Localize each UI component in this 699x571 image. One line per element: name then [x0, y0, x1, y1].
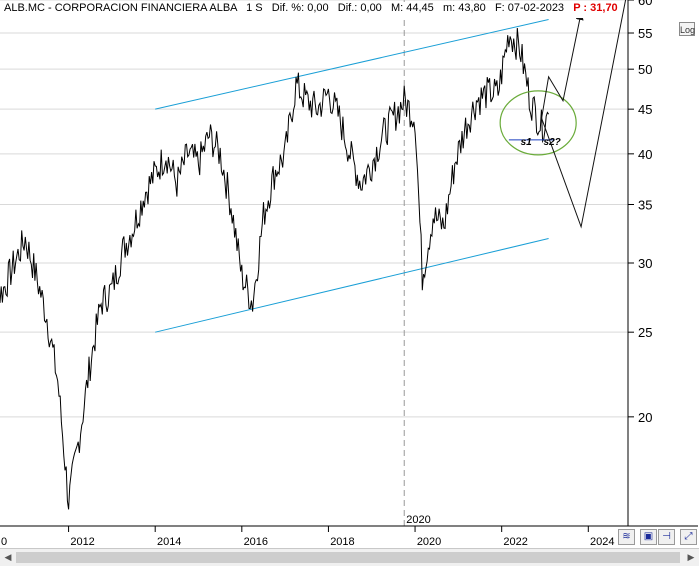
channel-upper-line — [155, 18, 549, 110]
dif-pct: Dif. %: 0,00 — [271, 2, 329, 14]
date-value: F: 07-02-2023 — [494, 2, 565, 14]
x-tick-label: 2018 — [330, 536, 354, 548]
save-icon[interactable]: ▣ — [640, 529, 657, 545]
price-value: P : 31,70 — [573, 2, 618, 14]
channel-lower-line — [155, 238, 549, 333]
x-tick-label: 2012 — [70, 536, 94, 548]
annotation-s2: s2? — [544, 137, 561, 148]
min-value: m: 43,80 — [442, 2, 486, 14]
highlight-ellipse — [499, 90, 577, 156]
x-tick-label: 0 — [1, 536, 7, 548]
x-tick-label: 2024 — [590, 536, 614, 548]
fit-icon[interactable]: ≋ — [618, 529, 635, 545]
y-tick-label: 20 — [638, 410, 652, 425]
expand-icon[interactable]: ⤢ — [680, 529, 697, 545]
pin-icon[interactable]: ⊣ — [658, 529, 675, 545]
scroll-left-icon[interactable]: ◀ — [4, 552, 12, 562]
scroll-thumb[interactable] — [16, 552, 680, 563]
x-tick-label: 2022 — [503, 536, 527, 548]
horizontal-scrollbar[interactable]: ◀ ▶ — [0, 548, 699, 566]
ticker-name: ALB.MC - CORPORACION FINANCIERA ALBA — [4, 2, 237, 14]
x-tick-label: 2014 — [157, 536, 181, 548]
y-tick-label: 25 — [638, 325, 652, 340]
timeframe: 1 S — [246, 2, 263, 14]
annotation-s1: s1 — [521, 137, 533, 148]
vertical-marker-label: 2020 — [406, 514, 430, 526]
y-tick-label: 50 — [638, 62, 652, 77]
y-tick-label: 35 — [638, 198, 652, 213]
projection-arrow-2 — [540, 0, 627, 229]
price-series-line — [0, 27, 550, 510]
log-button[interactable]: Log — [679, 22, 695, 36]
max-value: M: 44,45 — [390, 2, 434, 14]
x-tick-label: 2016 — [244, 536, 268, 548]
chart-controls: ≋ ▣ ⊣ ⤢ — [618, 529, 698, 545]
y-tick-label: 55 — [638, 26, 652, 41]
dif-value: Dif.: 0,00 — [337, 2, 382, 14]
y-tick-label: 45 — [638, 102, 652, 117]
projection-arrow-1 — [540, 11, 584, 120]
y-tick-label: 60 — [638, 0, 652, 8]
x-tick-label: 2020 — [417, 536, 441, 548]
y-tick-label: 30 — [638, 256, 652, 271]
y-tick-label: 40 — [638, 147, 652, 162]
scroll-right-icon[interactable]: ▶ — [687, 552, 695, 562]
chart-header: ALB.MC - CORPORACION FINANCIERA ALBA 1 S… — [4, 2, 618, 18]
